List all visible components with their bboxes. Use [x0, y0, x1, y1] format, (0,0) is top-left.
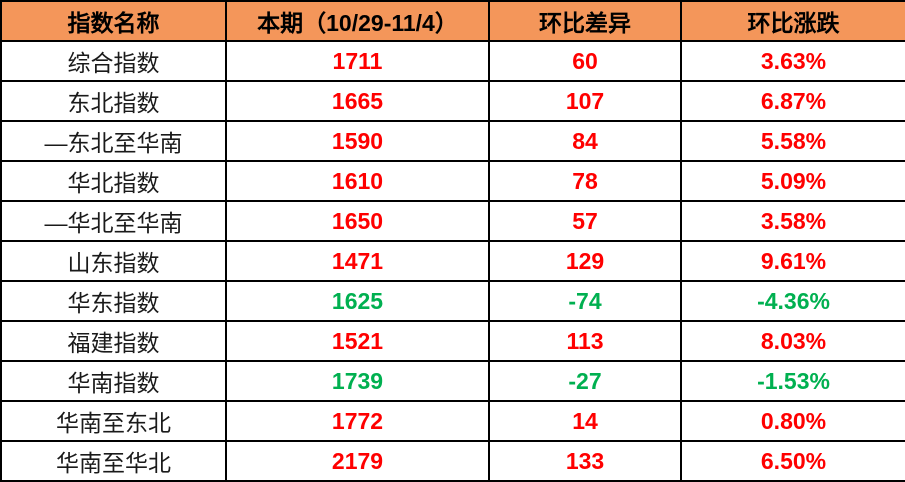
- table-row: 华北指数 1610 78 5.09%: [0, 160, 905, 202]
- mom-diff-cell: 113: [488, 320, 682, 362]
- mom-diff-cell: 60: [488, 40, 682, 82]
- mom-change-cell: 3.63%: [680, 40, 905, 82]
- index-name-cell: 山东指数: [0, 240, 227, 282]
- index-name-cell: 华东指数: [0, 280, 227, 322]
- current-value-cell: 1471: [225, 240, 490, 282]
- mom-change-cell: 6.87%: [680, 80, 905, 122]
- current-value-cell: 1665: [225, 80, 490, 122]
- index-name-cell: —东北至华南: [0, 120, 227, 162]
- current-value-cell: 1610: [225, 160, 490, 202]
- mom-change-cell: -4.36%: [680, 280, 905, 322]
- table-row: 综合指数 1711 60 3.63%: [0, 40, 905, 82]
- mom-diff-cell: 84: [488, 120, 682, 162]
- table-row: 福建指数 1521 113 8.03%: [0, 320, 905, 362]
- index-name-cell: —华北至华南: [0, 200, 227, 242]
- current-value-cell: 1739: [225, 360, 490, 402]
- index-name-cell: 综合指数: [0, 40, 227, 82]
- mom-diff-cell: 107: [488, 80, 682, 122]
- mom-diff-cell: 57: [488, 200, 682, 242]
- mom-diff-cell: 133: [488, 440, 682, 482]
- mom-diff-cell: 14: [488, 400, 682, 442]
- table-row: 东北指数 1665 107 6.87%: [0, 80, 905, 122]
- header-mom-change: 环比涨跌: [680, 0, 905, 42]
- mom-change-cell: 9.61%: [680, 240, 905, 282]
- table-row: 华东指数 1625 -74 -4.36%: [0, 280, 905, 322]
- mom-diff-cell: 129: [488, 240, 682, 282]
- mom-change-cell: 8.03%: [680, 320, 905, 362]
- mom-diff-cell: 78: [488, 160, 682, 202]
- table-header-row: 指数名称 本期（10/29-11/4） 环比差异 环比涨跌: [0, 0, 905, 42]
- index-name-cell: 东北指数: [0, 80, 227, 122]
- mom-change-cell: 5.09%: [680, 160, 905, 202]
- index-name-cell: 华南至东北: [0, 400, 227, 442]
- table-row: —东北至华南 1590 84 5.58%: [0, 120, 905, 162]
- index-name-cell: 华南指数: [0, 360, 227, 402]
- table-row: —华北至华南 1650 57 3.58%: [0, 200, 905, 242]
- mom-diff-cell: -74: [488, 280, 682, 322]
- table-row: 华南至华北 2179 133 6.50%: [0, 440, 905, 482]
- table-row: 华南指数 1739 -27 -1.53%: [0, 360, 905, 402]
- current-value-cell: 1711: [225, 40, 490, 82]
- header-current-period: 本期（10/29-11/4）: [225, 0, 490, 42]
- header-index-name: 指数名称: [0, 0, 227, 42]
- table-row: 华南至东北 1772 14 0.80%: [0, 400, 905, 442]
- current-value-cell: 1625: [225, 280, 490, 322]
- mom-change-cell: 0.80%: [680, 400, 905, 442]
- mom-change-cell: 5.58%: [680, 120, 905, 162]
- current-value-cell: 1521: [225, 320, 490, 362]
- mom-diff-cell: -27: [488, 360, 682, 402]
- current-value-cell: 1772: [225, 400, 490, 442]
- mom-change-cell: 3.58%: [680, 200, 905, 242]
- index-name-cell: 华南至华北: [0, 440, 227, 482]
- table-row: 山东指数 1471 129 9.61%: [0, 240, 905, 282]
- table-body: 综合指数 1711 60 3.63% 东北指数 1665 107 6.87% —东北至华南 159…: [0, 40, 905, 482]
- current-value-cell: 1590: [225, 120, 490, 162]
- current-value-cell: 1650: [225, 200, 490, 242]
- header-mom-diff: 环比差异: [488, 0, 682, 42]
- mom-change-cell: 6.50%: [680, 440, 905, 482]
- mom-change-cell: -1.53%: [680, 360, 905, 402]
- index-name-cell: 福建指数: [0, 320, 227, 362]
- current-value-cell: 2179: [225, 440, 490, 482]
- index-name-cell: 华北指数: [0, 160, 227, 202]
